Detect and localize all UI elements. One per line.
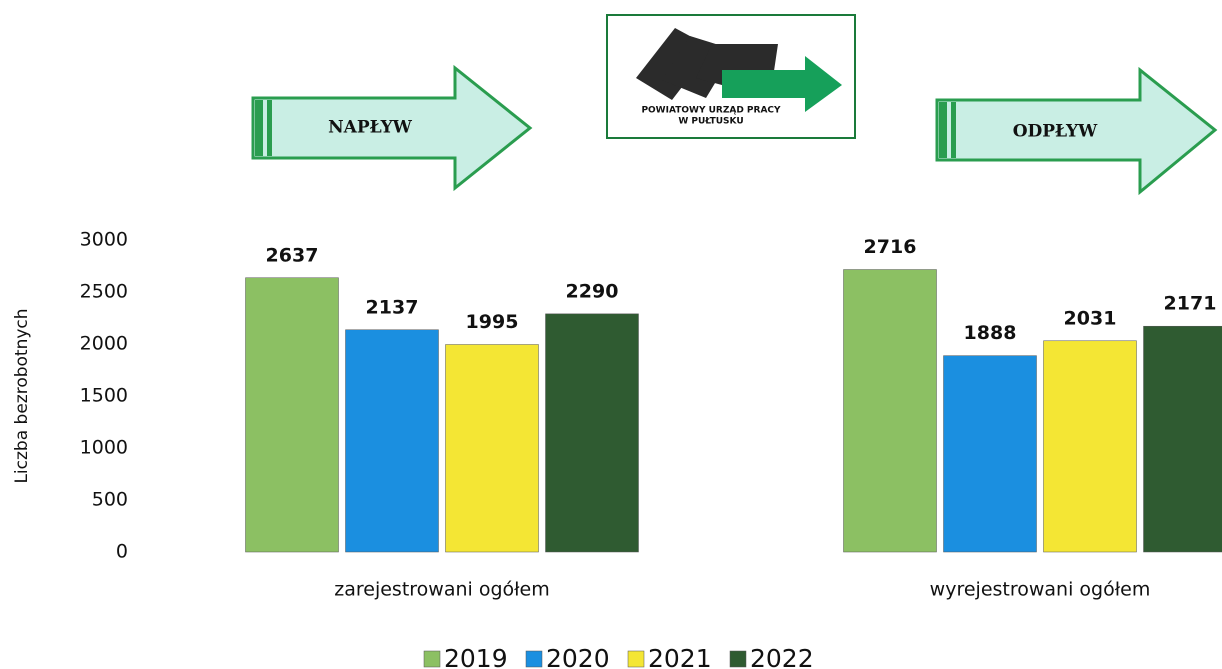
- legend-swatch: [627, 650, 645, 668]
- logo: POWIATOWY URZĄD PRACY W PUŁTUSKU: [606, 14, 856, 139]
- y-tick-label: 1000: [80, 437, 128, 459]
- legend-swatch: [729, 650, 747, 668]
- bar: [1143, 325, 1222, 553]
- value-label: 2031: [1064, 307, 1117, 329]
- value-label: 2716: [864, 236, 917, 258]
- value-label: 2290: [566, 280, 619, 302]
- y-tick-label: 0: [116, 541, 128, 563]
- y-tick-label: 2500: [80, 281, 128, 303]
- y-axis-label: Liczba bezrobotnych: [12, 308, 32, 483]
- arrow-outflow: [935, 66, 1218, 196]
- logo-text: W PUŁTUSKU: [678, 117, 743, 127]
- value-label: 1888: [964, 322, 1017, 344]
- value-label: 2171: [1164, 293, 1217, 315]
- bar: [943, 355, 1037, 553]
- bar: [545, 313, 639, 553]
- legend-label: 2022: [750, 644, 814, 669]
- legend-swatch: [423, 650, 441, 668]
- bar: [843, 269, 937, 553]
- x-tick-label: zarejestrowani ogółem: [334, 579, 550, 601]
- legend-label: 2021: [648, 644, 712, 669]
- value-label: 1995: [466, 311, 519, 333]
- y-tick-label: 500: [92, 489, 128, 511]
- logo-text: POWIATOWY URZĄD PRACY: [641, 106, 781, 116]
- value-label: 2137: [366, 296, 419, 318]
- y-tick-label: 2000: [80, 333, 128, 355]
- y-tick-label: 1500: [80, 385, 128, 407]
- bar: [345, 329, 439, 553]
- x-tick-label: wyrejestrowani ogółem: [930, 579, 1151, 601]
- bar: [1043, 340, 1137, 553]
- value-label: 2637: [266, 244, 319, 266]
- legend-label: 2019: [444, 644, 508, 669]
- y-tick-label: 3000: [80, 229, 128, 251]
- arrow-label: NAPŁYW: [328, 118, 413, 138]
- legend-swatch: [525, 650, 543, 668]
- arrow-inflow: [251, 64, 533, 192]
- bar: [445, 344, 539, 553]
- bar: [245, 277, 339, 553]
- arrow-label: ODPŁYW: [1013, 122, 1098, 142]
- legend-label: 2020: [546, 644, 610, 669]
